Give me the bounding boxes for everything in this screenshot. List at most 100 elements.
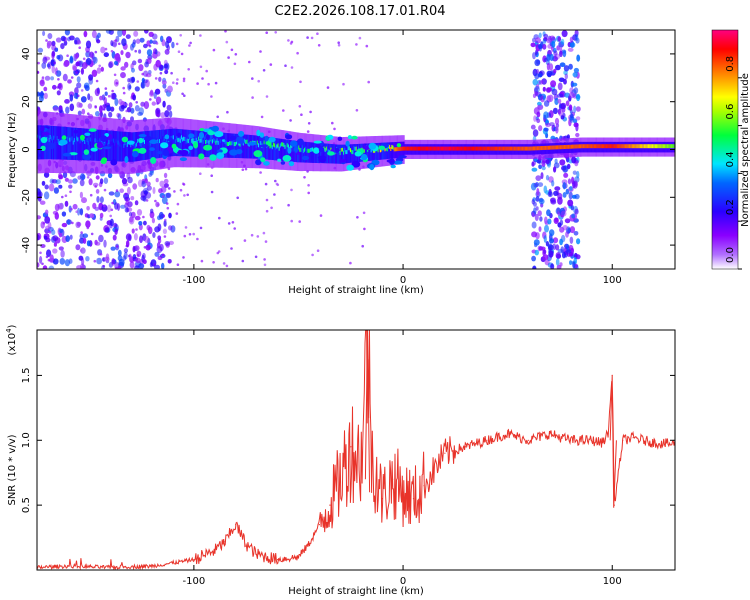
- spectrogram-cell: [549, 53, 554, 62]
- spectrogram-cell: [618, 144, 620, 149]
- spectrogram-cell: [611, 144, 614, 149]
- spectrogram-cell: [553, 145, 556, 150]
- spectrogram-cell: [296, 138, 304, 146]
- spectrogram-cell: [347, 146, 350, 151]
- spectrogram-cell: [531, 199, 535, 205]
- spectrogram-cell: [149, 98, 152, 101]
- snr-line: [37, 330, 675, 570]
- spectrogram-cell: [526, 146, 528, 151]
- spectrogram-cell: [68, 140, 71, 145]
- spectrogram-cell: [179, 149, 189, 156]
- spectrogram-cell: [340, 144, 343, 164]
- spectrogram-cell: [368, 143, 371, 161]
- spectrogram-cell: [537, 245, 542, 252]
- snr-point: [465, 446, 467, 448]
- spectrogram-cell: [231, 141, 234, 146]
- spectrogram-cell: [114, 131, 117, 162]
- spectrogram-cell: [458, 146, 461, 151]
- spectrogram-cell: [486, 146, 489, 151]
- spectrogram-cell: [244, 167, 248, 171]
- spectrogram-cell: [192, 138, 195, 143]
- spectrogram-cell: [77, 94, 80, 97]
- spectrogram-cell: [293, 145, 299, 153]
- spectrogram-cell: [163, 220, 167, 227]
- spectrogram-cell: [115, 245, 119, 248]
- spectrogram-cell: [160, 112, 166, 119]
- spectrogram-cell: [111, 140, 114, 145]
- spectrogram-cell: [270, 206, 273, 210]
- spectrogram-cell: [379, 148, 382, 153]
- spectrogram-cell: [124, 207, 129, 213]
- spectrogram-cell: [84, 132, 91, 136]
- spectrogram-cell: [576, 54, 581, 62]
- spectrogram-cell: [320, 143, 322, 163]
- spectrogram-cell: [354, 151, 362, 157]
- spectrogram-cell: [221, 132, 224, 158]
- spectrogram-cell: [595, 144, 597, 149]
- spectrogram-cell: [96, 141, 104, 149]
- spectrogram-cell: [491, 146, 494, 151]
- spectrogram-cell: [119, 143, 122, 148]
- spectrogram-cell: [363, 148, 366, 153]
- spectrogram-cell: [135, 257, 141, 264]
- spectrogram-cell: [450, 146, 452, 151]
- spectrogram-cell: [77, 128, 80, 161]
- spectrogram-cell: [198, 153, 205, 160]
- spectrogram-cell: [154, 130, 157, 159]
- spectrogram-cell: [254, 135, 257, 159]
- spectrogram-cell: [563, 78, 567, 85]
- spectrogram-cell: [591, 144, 594, 149]
- spectrogram-cell: [110, 92, 116, 100]
- spectrogram-cell: [124, 61, 129, 68]
- spectrogram-cell: [608, 144, 611, 149]
- spectrogram-cell: [55, 37, 62, 43]
- spectrogram-cell: [402, 146, 405, 151]
- spectrogram-cell: [234, 53, 238, 56]
- spectrogram-cell: [325, 136, 330, 141]
- spectrogram-cell: [87, 103, 93, 109]
- spectrogram-cell: [561, 145, 564, 150]
- spectrogram-cell: [103, 188, 107, 192]
- spectrogram-cell: [259, 132, 265, 138]
- spectrogram-cell: [135, 228, 138, 231]
- spectrogram-cell: [452, 146, 455, 151]
- spectrogram-cell: [37, 153, 43, 157]
- spectrogram-cell: [142, 131, 145, 161]
- spectrogram-cell: [177, 50, 181, 53]
- spectrogram-cell: [122, 255, 127, 261]
- spectrogram-cell: [69, 234, 73, 240]
- spectrogram-cell: [563, 172, 569, 178]
- spectrogram-cell: [280, 161, 286, 165]
- spectrogram-cell: [554, 97, 559, 106]
- spectrogram-cell: [348, 146, 351, 151]
- spectrogram-cell: [92, 182, 99, 187]
- spectrogram-cell: [139, 235, 143, 243]
- spectrogram-cell: [117, 113, 122, 120]
- spectrogram-cell: [138, 137, 144, 144]
- spectrogram-cell: [144, 178, 148, 184]
- spectrogram-cell: [93, 56, 98, 64]
- spectrogram-cell: [214, 139, 217, 143]
- spectrogram-cell: [37, 234, 40, 241]
- spectrogram-cell: [553, 190, 559, 196]
- spectrogram-cell: [161, 253, 165, 257]
- spectrogram-cell: [121, 177, 128, 185]
- spectrogram-cell: [530, 146, 533, 151]
- y-tick-label: -20: [21, 189, 32, 205]
- snr-point: [193, 559, 195, 561]
- spectrogram-cell: [131, 67, 135, 73]
- spectrogram-cell: [250, 233, 254, 237]
- spectrogram-cell: [546, 62, 551, 71]
- spectrogram-cell: [212, 261, 215, 264]
- spectrogram-cell: [139, 131, 142, 161]
- spectrogram-cell: [115, 138, 118, 143]
- spectrogram-cell: [206, 139, 209, 144]
- spectrogram-cell: [437, 146, 440, 151]
- spectrogram-cell: [284, 139, 287, 162]
- spectrogram-cell: [298, 220, 302, 223]
- spectrogram-cell: [113, 73, 117, 77]
- spectrogram-cell: [81, 257, 85, 266]
- spectrogram-cell: [660, 144, 663, 149]
- spectrogram-cell: [86, 138, 89, 143]
- spectrogram-cell: [107, 142, 110, 147]
